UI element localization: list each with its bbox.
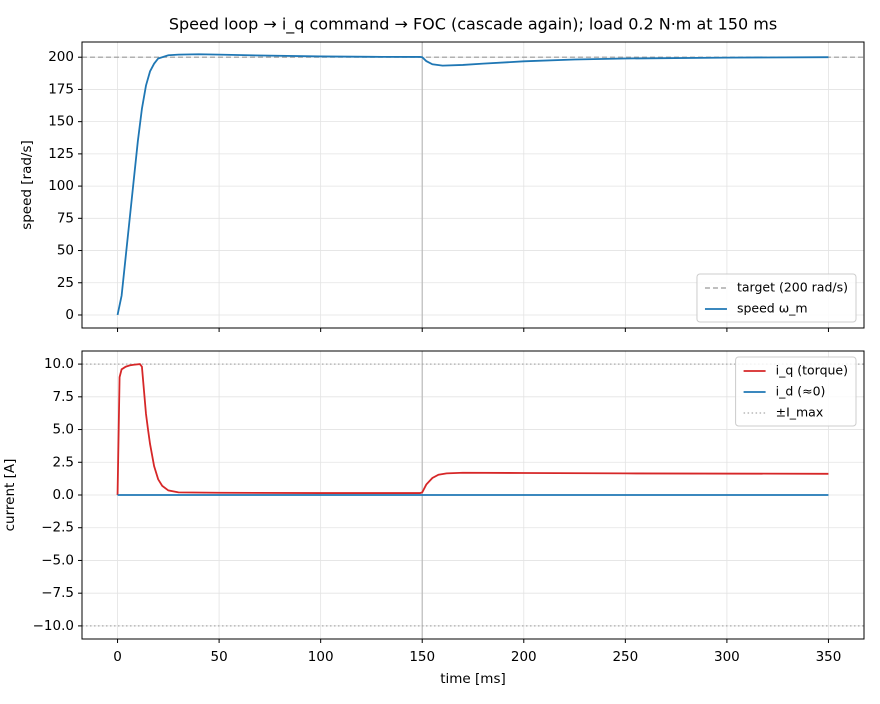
x-tick-label: 250 [612, 649, 638, 665]
legend: target (200 rad/s) speed ω_m [696, 273, 857, 323]
y-tick-label: 150 [48, 114, 74, 130]
chart-title: Speed loop → i_q command → FOC (cascade … [169, 15, 777, 35]
y-tick-label: 75 [57, 210, 74, 226]
line-series [116, 53, 829, 316]
y-tick-label: −2.5 [41, 520, 74, 536]
axes: 0 50 100 150 200 250 300 350 −10.0 −7.5 −5.0 −2.5 0.… [33, 350, 865, 665]
legend-label: target (200 rad/s) [737, 280, 848, 295]
y-tick-label: 200 [48, 49, 74, 65]
axes-frame [81, 350, 865, 640]
x-tick-label: 150 [409, 649, 435, 665]
x-tick-label: 200 [511, 649, 537, 665]
x-axis-label: time [ms] [440, 671, 506, 687]
y-tick-label: 25 [57, 275, 74, 291]
legend-label: ±I_max [776, 405, 824, 420]
legend: i_q (torque) i_d (≈0) ±I_max [735, 356, 857, 427]
y-tick-label: 125 [48, 146, 74, 162]
y-axis-label: current [A] [2, 459, 18, 532]
y-tick-label: 10.0 [44, 356, 74, 372]
x-tick-label: 50 [211, 649, 228, 665]
y-tick-label: 50 [57, 243, 74, 259]
y-tick-label: −7.5 [41, 585, 74, 601]
legend-box [696, 273, 857, 323]
line-series [116, 363, 829, 496]
y-tick-label: −10.0 [33, 618, 74, 634]
y-tick-label: 2.5 [53, 454, 74, 470]
legend-label: i_d (≈0) [776, 384, 826, 399]
legend-label: i_q (torque) [776, 363, 848, 378]
y-tick-label: −5.0 [41, 552, 74, 568]
x-tick-label: 300 [714, 649, 740, 665]
axes-frame [81, 41, 865, 329]
y-tick-label: 100 [48, 178, 74, 194]
y-tick-label: 5.0 [53, 422, 74, 438]
axes: 0 25 50 75 100 125 150 175 200 [48, 41, 865, 332]
y-tick-label: 175 [48, 81, 74, 97]
x-tick-label: 0 [113, 649, 122, 665]
y-tick-label: 0 [65, 307, 74, 323]
y-axis-label: speed [rad/s] [19, 140, 35, 230]
x-tick-label: 100 [308, 649, 334, 665]
x-tick-label: 350 [816, 649, 842, 665]
legend-label: speed ω_m [737, 301, 808, 316]
y-tick-label: 7.5 [53, 389, 74, 405]
legend-box [735, 356, 857, 427]
y-tick-label: 0.0 [53, 487, 74, 503]
